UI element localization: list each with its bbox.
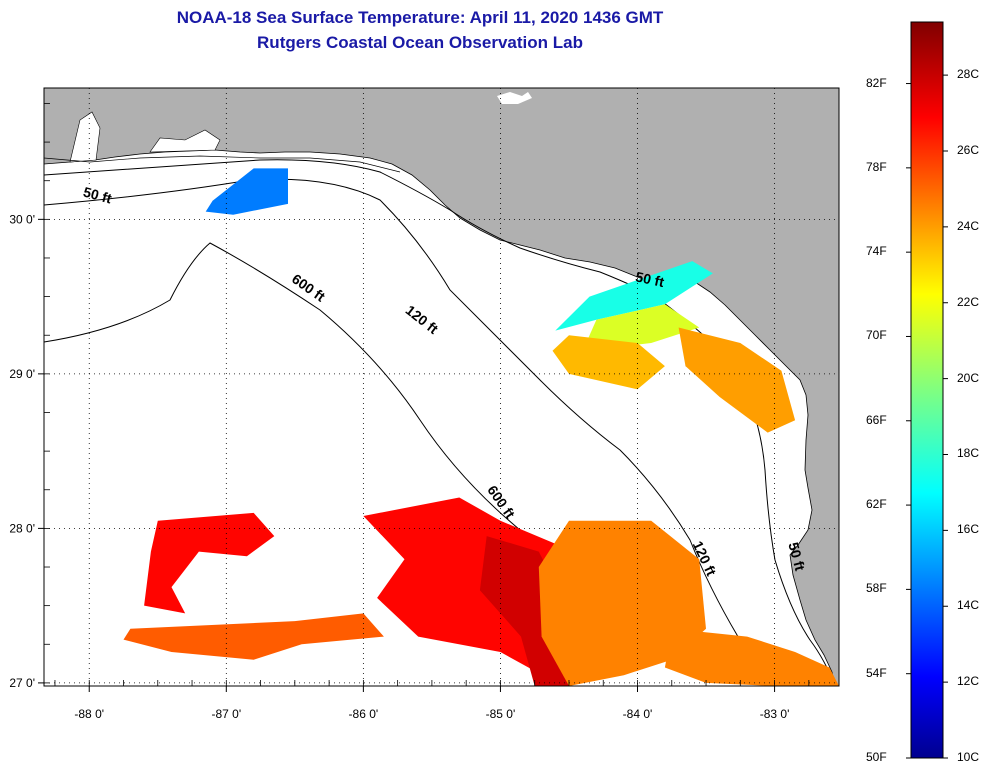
colorbar-label-fahrenheit: 62F (866, 497, 887, 512)
contour-label: 50 ft (785, 540, 808, 572)
colorbar-label-fahrenheit: 82F (866, 75, 887, 90)
colorbar-label-fahrenheit: 70F (866, 328, 887, 343)
southwest-orange-band (123, 613, 384, 660)
colorbar-label-fahrenheit: 54F (866, 665, 887, 680)
big-bend-orange-east (678, 327, 796, 433)
lat-tick-label: 30 0' (9, 212, 35, 226)
colorbar-label-celsius: 24C (957, 218, 980, 233)
northwest-red-blob (144, 512, 275, 614)
colorbar-label-fahrenheit: 74F (866, 244, 887, 259)
colorbar-gradient (910, 21, 944, 759)
colorbar-label-celsius: 16C (957, 522, 980, 537)
colorbar-label-celsius: 10C (957, 750, 980, 764)
big-bend-orange-west (552, 335, 665, 390)
lat-tick-label: 29 0' (9, 367, 35, 381)
map-frame (43, 87, 840, 687)
colorbar-ticks (906, 74, 948, 759)
lake (497, 92, 532, 104)
title-line-1: NOAA-18 Sea Surface Temperature: April 1… (176, 8, 664, 27)
lon-tick-label: -88 0' (74, 707, 104, 721)
lat-tick-label: 27 0' (9, 676, 35, 690)
colorbar-label-celsius: 20C (957, 370, 980, 385)
coast-detail-panhandle (44, 155, 401, 173)
lat-tick-label: 28 0' (9, 521, 35, 535)
lon-tick-label: -86 0' (349, 707, 379, 721)
contour-50ft-west (44, 159, 836, 686)
colorbar-label-celsius: 28C (957, 67, 980, 82)
bay-inlet (69, 111, 101, 163)
colorbar-label-celsius: 22C (957, 294, 980, 309)
apalachee-cyan-band (555, 261, 713, 331)
apalachee-yellow (582, 304, 700, 351)
southeast-orange-mass (538, 520, 706, 686)
colorbar-label-fahrenheit: 66F (866, 412, 887, 427)
lat-axis: 30 0' 29 0' 28 0' 27 0' (9, 103, 50, 690)
colorbar-label-fahrenheit: 58F (866, 581, 887, 596)
contour-label: 50 ft (82, 184, 114, 207)
colorbar-label-celsius: 12C (957, 674, 980, 689)
colorbar-label-celsius: 18C (957, 446, 980, 461)
lon-axis: -88 0' -87 0' -86 0' -85 0' -84 0' -83 0' (54, 680, 810, 721)
colorbar-label-fahrenheit: 50F (866, 750, 887, 764)
lon-tick-label: -83 0' (760, 707, 790, 721)
colorbar-label-celsius: 14C (957, 598, 980, 613)
southeast-corner-orange (664, 628, 839, 686)
colorbar-label-celsius: 26C (957, 142, 980, 157)
bay-inlet-2 (149, 129, 221, 153)
sst-layer (123, 168, 839, 686)
lon-tick-label: -87 0' (211, 707, 241, 721)
lon-tick-label: -84 0' (623, 707, 653, 721)
contour-label: 50 ft (634, 268, 666, 290)
title-line-2: Rutgers Coastal Ocean Observation Lab (257, 33, 583, 52)
colorbar-label-fahrenheit: 78F (866, 159, 887, 174)
lon-tick-label: -85 0' (486, 707, 516, 721)
